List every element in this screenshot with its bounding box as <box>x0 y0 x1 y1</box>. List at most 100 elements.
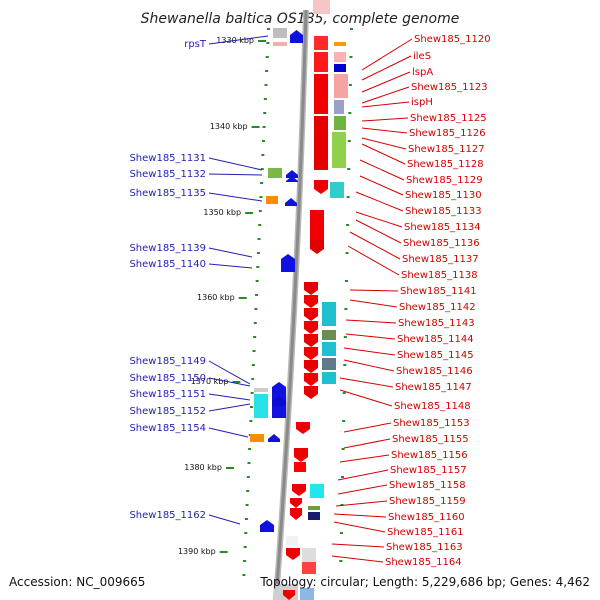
tick-mark <box>246 490 250 492</box>
right-gene-label: Shew185_1144 <box>397 334 474 345</box>
scale-label: 1390 kbp <box>178 547 216 556</box>
right-gene-connector <box>361 127 408 134</box>
right-gene-label: lspA <box>412 67 433 78</box>
right-gene-connector <box>343 422 392 433</box>
gene-block <box>314 116 328 170</box>
tick-mark <box>341 448 345 450</box>
scale-tick <box>251 126 260 128</box>
gene-block <box>314 74 328 114</box>
tick-mark <box>264 84 268 86</box>
map-title: Shewanella baltica OS185, complete genom… <box>141 11 460 27</box>
left-gene-label: Shew185_1162 <box>129 510 206 521</box>
tick-mark <box>250 392 254 394</box>
tick-mark <box>343 336 347 338</box>
right-gene-label: Shew185_1163 <box>386 542 463 553</box>
gene-block <box>308 512 320 520</box>
tick-mark <box>257 238 261 240</box>
tick-mark <box>344 308 348 310</box>
gene-block <box>314 36 328 50</box>
tick-mark <box>346 196 350 198</box>
right-gene-connector <box>339 389 393 407</box>
right-gene-label: Shew185_1156 <box>391 450 468 461</box>
tick-mark <box>348 112 352 114</box>
right-gene-connector <box>359 159 405 181</box>
gene-arrow-forward <box>272 396 286 406</box>
tick-mark <box>263 112 267 114</box>
scale-label: 1370 kbp <box>191 377 229 386</box>
gene-block <box>300 588 314 600</box>
gene-block <box>334 52 346 62</box>
tick-mark <box>246 476 250 478</box>
scale-tick <box>225 467 234 469</box>
gene-arrow-forward <box>260 520 274 532</box>
right-gene-connector <box>349 289 399 292</box>
left-gene-label: Shew185_1131 <box>129 153 206 164</box>
right-gene-connector <box>361 117 409 122</box>
tick-mark <box>262 126 266 128</box>
scale-label: 1350 kbp <box>203 208 241 217</box>
tick-mark <box>242 574 246 576</box>
left-gene-label: rpsT <box>184 39 207 50</box>
tick-mark <box>256 266 260 268</box>
right-gene-labels: Shew185_1120 ileS lspA Shew185_1123 ispH Shew… <box>331 34 491 568</box>
gene-arrow-reverse <box>304 282 318 295</box>
tick-mark <box>341 476 345 478</box>
tick-mark <box>254 308 258 310</box>
right-gene-label: Shew185_1123 <box>411 82 488 93</box>
gene-arrow-reverse <box>310 240 324 254</box>
tick-mark <box>265 70 269 72</box>
gene-block <box>273 42 287 46</box>
tick-mark <box>243 560 247 562</box>
tick-mark <box>345 252 349 254</box>
gene-block <box>286 536 298 546</box>
scale-tick <box>258 40 266 42</box>
left-gene-connector <box>208 427 249 438</box>
right-gene-connector <box>337 469 389 481</box>
left-gene-connector <box>208 35 269 45</box>
scale-tick <box>219 551 228 553</box>
gene-arrow-forward <box>286 176 298 182</box>
right-gene-connector <box>361 101 410 108</box>
right-gene-connector <box>359 175 404 196</box>
gene-arrow-reverse <box>304 334 318 347</box>
right-gene-label: Shew185_1138 <box>401 270 478 281</box>
gene-block <box>250 434 264 442</box>
left-gene-label: Shew185_1135 <box>129 188 206 199</box>
gene-block <box>332 132 346 168</box>
right-gene-label: Shew185_1161 <box>387 527 464 538</box>
left-gene-connector <box>208 247 253 258</box>
left-gene-label: Shew185_1154 <box>129 423 206 434</box>
right-gene-connector <box>361 86 410 104</box>
right-gene-connector <box>343 359 395 372</box>
right-gene-label: Shew185_1164 <box>385 557 462 568</box>
right-gene-label: Shew185_1136 <box>403 238 480 249</box>
tick-mark <box>261 154 265 156</box>
right-gene-label: Shew185_1145 <box>397 350 474 361</box>
left-gene-label: Shew185_1139 <box>129 243 206 254</box>
gene-features <box>250 28 348 600</box>
gene-block <box>310 210 324 240</box>
gene-block <box>322 302 336 326</box>
scale-tick <box>238 297 247 299</box>
gene-arrow-reverse <box>290 498 302 508</box>
tick-mark <box>261 140 265 142</box>
scale-label: 1380 kbp <box>184 463 222 472</box>
right-gene-label: Shew185_1159 <box>389 496 466 507</box>
tick-mark <box>350 28 353 30</box>
left-gene-label: Shew185_1150 <box>129 373 206 384</box>
right-gene-label: Shew185_1146 <box>396 366 473 377</box>
gene-block <box>254 394 268 418</box>
left-gene-connector <box>208 360 251 385</box>
right-gene-connector <box>347 245 400 276</box>
tick-mark <box>263 98 267 100</box>
gene-block <box>266 196 278 204</box>
right-gene-label: ileS <box>413 51 431 62</box>
gene-arrow-reverse <box>304 295 318 308</box>
right-gene-label: Shew185_1157 <box>390 465 467 476</box>
right-gene-label: Shew185_1155 <box>392 434 469 445</box>
right-gene-label: Shew185_1133 <box>405 206 482 217</box>
gene-block <box>314 52 328 72</box>
gene-block <box>322 372 336 384</box>
right-gene-connector <box>343 438 391 449</box>
tick-mark <box>259 196 263 198</box>
